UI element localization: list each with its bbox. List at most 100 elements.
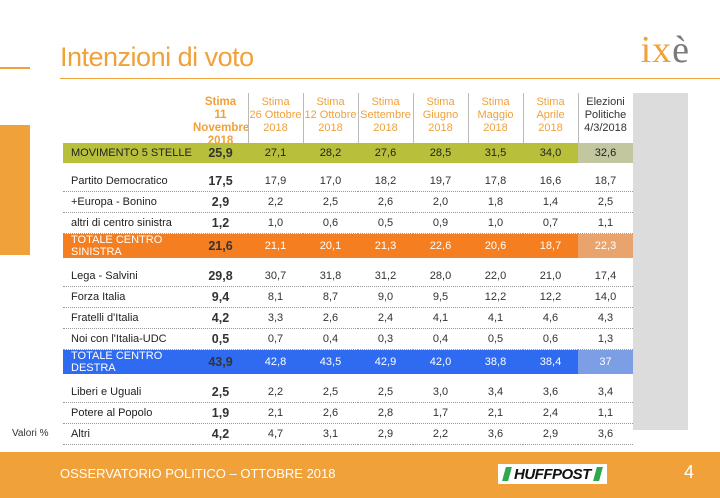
cell-value: 42,0 bbox=[413, 349, 468, 374]
cell-value: 8,1 bbox=[248, 286, 303, 308]
cell-value: 16,6 bbox=[523, 171, 578, 192]
cell-value: 21,0 bbox=[523, 266, 578, 287]
column-separator bbox=[248, 93, 249, 143]
cell-value: 19,7 bbox=[413, 171, 468, 192]
column-separator bbox=[358, 93, 359, 143]
row-label: Fratelli d'Italia bbox=[63, 307, 193, 329]
cell-value: 2,2 bbox=[413, 423, 468, 445]
cell-value: 17,4 bbox=[578, 266, 633, 287]
column-header-7: Elezioni Politiche 4/3/2018 bbox=[584, 96, 627, 134]
cell-value: 22,0 bbox=[468, 266, 523, 287]
cell-value: 3,6 bbox=[578, 423, 633, 445]
cell-value: 20,6 bbox=[468, 233, 523, 258]
cell-value: 1,8 bbox=[468, 191, 523, 213]
cell-value: 0,6 bbox=[523, 328, 578, 350]
cell-value: 38,8 bbox=[468, 349, 523, 374]
row-label: Noi con l'Italia-UDC bbox=[63, 328, 193, 350]
column-separator bbox=[523, 93, 524, 143]
cell-value: 31,2 bbox=[358, 266, 413, 287]
cell-value: 21,1 bbox=[248, 233, 303, 258]
cell-value: 34,0 bbox=[523, 143, 578, 163]
cell-value: 3,4 bbox=[468, 382, 523, 403]
table-row: MOVIMENTO 5 STELLE 25,9 27,1 28,2 27,6 28,5 31… bbox=[63, 143, 633, 163]
cell-value: 0,4 bbox=[413, 328, 468, 350]
cell-value: 2,1 bbox=[468, 402, 523, 424]
cell-value: 4,7 bbox=[248, 423, 303, 445]
cell-value: 28,0 bbox=[413, 266, 468, 287]
cell-value: 20,1 bbox=[303, 233, 358, 258]
table-row: Partito Democratico 17,5 17,9 17,0 18,2 19,7 1… bbox=[63, 171, 633, 192]
cell-value: 0,6 bbox=[303, 212, 358, 234]
footer-bar: OSSERVATORIO POLITICO – OTTOBRE 2018 HUF… bbox=[0, 452, 720, 498]
cell-value: 2,5 bbox=[358, 382, 413, 403]
cell-value: 4,2 bbox=[193, 307, 248, 329]
cell-value: 9,0 bbox=[358, 286, 413, 308]
column-header-5: Stima Maggio 2018 bbox=[477, 96, 514, 134]
cell-value: 0,5 bbox=[193, 328, 248, 350]
cell-value: 43,9 bbox=[193, 349, 248, 374]
cell-value: 3,6 bbox=[468, 423, 523, 445]
cell-value: 1,0 bbox=[468, 212, 523, 234]
row-label: TOTALE CENTRO DESTRA bbox=[63, 349, 193, 374]
cell-value: 1,9 bbox=[193, 402, 248, 424]
column-separator bbox=[303, 93, 304, 143]
left-accent-block bbox=[0, 125, 30, 255]
cell-value: 42,9 bbox=[358, 349, 413, 374]
cell-value: 0,3 bbox=[358, 328, 413, 350]
column-header-1: Stima 26 Ottobre 2018 bbox=[249, 96, 302, 134]
table-spacer bbox=[63, 163, 633, 171]
table-row: TOTALE CENTRO SINISTRA 21,6 21,1 20,1 21,3 22… bbox=[63, 233, 633, 258]
row-label: Altri bbox=[63, 423, 193, 445]
table-row: Altri 4,2 4,7 3,1 2,9 2,2 3,6 2,9 3,6 bbox=[63, 423, 633, 445]
table-row: Fratelli d'Italia 4,2 3,3 2,6 2,4 4,1 4,1 4,6 4,… bbox=[63, 307, 633, 329]
table-row: Noi con l'Italia-UDC 0,5 0,7 0,4 0,3 0,4 0,5 0,… bbox=[63, 328, 633, 350]
cell-value: 2,5 bbox=[193, 382, 248, 403]
cell-value: 32,6 bbox=[578, 143, 633, 163]
cell-value: 2,6 bbox=[303, 402, 358, 424]
cell-value: 4,3 bbox=[578, 307, 633, 329]
row-label: MOVIMENTO 5 STELLE bbox=[63, 143, 193, 163]
cell-value: 0,5 bbox=[468, 328, 523, 350]
cell-value: 1,1 bbox=[578, 402, 633, 424]
cell-value: 2,6 bbox=[303, 307, 358, 329]
column-separator bbox=[413, 93, 414, 143]
cell-value: 28,2 bbox=[303, 143, 358, 163]
cell-value: 17,5 bbox=[193, 171, 248, 192]
table-row: TOTALE CENTRO DESTRA 43,9 42,8 43,5 42,9 42,0… bbox=[63, 349, 633, 374]
cell-value: 2,9 bbox=[523, 423, 578, 445]
cell-value: 2,9 bbox=[358, 423, 413, 445]
cell-value: 3,0 bbox=[413, 382, 468, 403]
column-header-2: Stima 12 Ottobre 2018 bbox=[304, 96, 357, 134]
cell-value: 18,7 bbox=[523, 233, 578, 258]
column-separator bbox=[578, 93, 579, 143]
cell-value: 9,5 bbox=[413, 286, 468, 308]
cell-value: 37 bbox=[578, 349, 633, 374]
cell-value: 1,0 bbox=[248, 212, 303, 234]
table-row: Liberi e Uguali 2,5 2,2 2,5 2,5 3,0 3,4 3,6 3,4 bbox=[63, 382, 633, 403]
cell-value: 31,8 bbox=[303, 266, 358, 287]
cell-value: 2,9 bbox=[193, 191, 248, 213]
column-header-4: Stima Giugno 2018 bbox=[422, 96, 459, 134]
cell-value: 2,1 bbox=[248, 402, 303, 424]
table-row: Lega - Salvini 29,8 30,7 31,8 31,2 28,0 22,0 21… bbox=[63, 266, 633, 287]
cell-value: 1,3 bbox=[578, 328, 633, 350]
elections-column-bg bbox=[633, 93, 688, 430]
column-header-0: Stima 11 Novembre 2018 bbox=[193, 96, 250, 147]
column-header-3: Stima Settembre 2018 bbox=[360, 96, 411, 134]
cell-value: 12,2 bbox=[468, 286, 523, 308]
row-label: altri di centro sinistra bbox=[63, 212, 193, 234]
row-label: TOTALE CENTRO SINISTRA bbox=[63, 233, 193, 258]
cell-value: 1,4 bbox=[523, 191, 578, 213]
huffpost-green-mark bbox=[502, 467, 512, 481]
column-separator bbox=[468, 93, 469, 143]
cell-value: 22,3 bbox=[578, 233, 633, 258]
huffpost-logo: HUFFPOST bbox=[498, 464, 607, 484]
table-row: +Europa - Bonino 2,9 2,2 2,5 2,6 2,0 1,8 1,4 2,5 bbox=[63, 191, 633, 213]
table-spacer bbox=[63, 258, 633, 266]
cell-value: 14,0 bbox=[578, 286, 633, 308]
table-row: altri di centro sinistra 1,2 1,0 0,6 0,5 0,9 1… bbox=[63, 212, 633, 234]
values-note: Valori % bbox=[12, 428, 49, 439]
cell-value: 18,7 bbox=[578, 171, 633, 192]
ixe-logo: ixè bbox=[640, 29, 690, 71]
cell-value: 0,7 bbox=[248, 328, 303, 350]
